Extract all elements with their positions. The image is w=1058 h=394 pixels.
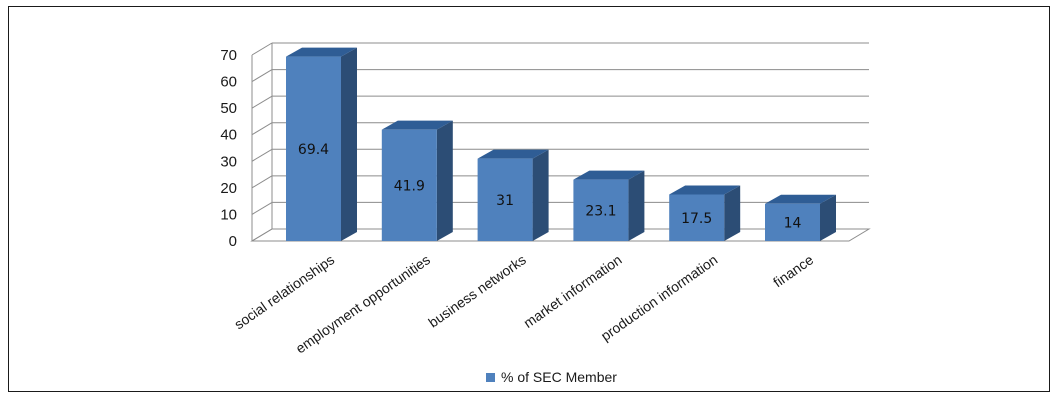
- gridline-connector: [251, 201, 273, 215]
- y-tick-label: 60: [220, 74, 237, 91]
- data-labels: 69.4 41.9 31 23.1 17.5 14: [298, 142, 802, 232]
- bar: [381, 120, 453, 241]
- gridline-connector: [251, 175, 273, 189]
- gridline-connector: [251, 95, 273, 109]
- bar-front: [381, 129, 437, 241]
- y-tick-label: 40: [220, 127, 237, 144]
- bar: [669, 185, 741, 241]
- bar-side: [436, 120, 453, 241]
- bar-top: [573, 170, 645, 180]
- bar-front: [477, 158, 533, 241]
- category-label: market information: [520, 251, 624, 331]
- bar-front: [765, 203, 820, 241]
- y-tick-label: 0: [229, 233, 237, 250]
- bar: [573, 170, 645, 241]
- data-label: 69.4: [298, 142, 329, 158]
- y-tick-label: 70: [220, 47, 237, 64]
- bar-top: [477, 149, 549, 159]
- bar-side: [628, 170, 645, 241]
- bar-top: [669, 185, 741, 195]
- gridline-connector: [251, 122, 273, 136]
- bar: [477, 149, 549, 241]
- bar: [765, 194, 836, 241]
- gridline-connector: [251, 148, 273, 162]
- y-tick-label: 30: [220, 153, 237, 170]
- data-label: 23.1: [585, 203, 616, 219]
- y-tick-label: 50: [220, 100, 237, 117]
- bar-top: [765, 194, 836, 204]
- bar: [286, 47, 357, 241]
- bar-top: [381, 120, 453, 130]
- bars: [286, 47, 836, 241]
- bar-side: [532, 149, 549, 241]
- gridline-connector: [251, 228, 273, 242]
- legend-label: % of SEC Member: [501, 369, 617, 385]
- gridline-connector: [251, 42, 273, 56]
- y-tick-label: 10: [220, 206, 237, 223]
- data-label: 14: [784, 215, 802, 231]
- bar-side: [341, 47, 357, 241]
- category-label: social relationships: [231, 251, 337, 332]
- bar-front: [669, 194, 725, 241]
- bar-top: [286, 47, 357, 57]
- gridlines: [250, 42, 871, 242]
- data-label: 31: [496, 193, 514, 209]
- gridline-connector: [251, 69, 273, 83]
- legend: % of SEC Member: [486, 369, 617, 385]
- category-label: business networks: [425, 251, 529, 330]
- bar-front: [573, 179, 629, 241]
- category-label: finance: [770, 251, 816, 290]
- data-label: 41.9: [394, 178, 425, 194]
- y-tick-label: 20: [220, 180, 237, 197]
- y-axis-ticks: 0 10 20 30 40 50 60 70: [220, 47, 237, 250]
- data-label: 17.5: [681, 211, 712, 227]
- bar-side: [724, 185, 741, 241]
- bar-front: [286, 56, 341, 241]
- bar-side: [820, 194, 836, 241]
- legend-swatch: [486, 372, 495, 382]
